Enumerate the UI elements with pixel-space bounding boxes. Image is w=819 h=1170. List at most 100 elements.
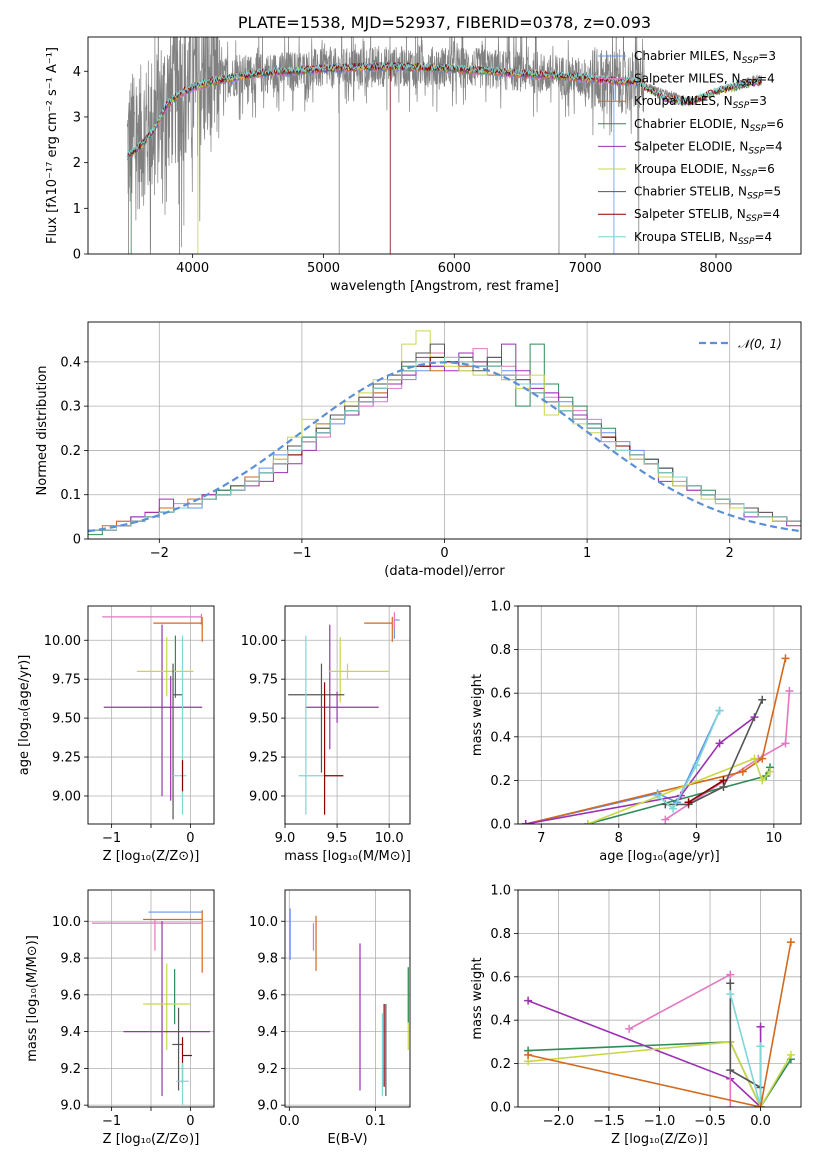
x-axis-label: wavelength [Angstrom, rest frame] <box>330 279 559 294</box>
x-tick-label: −2.0 <box>543 1114 575 1129</box>
x-tick-label: 5000 <box>307 261 340 276</box>
errorbar-point <box>328 663 390 680</box>
axes-frame <box>517 605 802 825</box>
x-axis-label: mass [log₁₀(M/M⊙)] <box>284 849 411 864</box>
y-tick-label: 9.75 <box>52 673 81 688</box>
plus-marker <box>719 776 728 785</box>
x-tick-label: 2 <box>726 546 734 561</box>
panel-spectrum: 4000 5000 6000 7000 8000 0 1 2 3 4 wavelength [Ang… <box>45 13 802 294</box>
y-tick-label: 4 <box>73 65 81 80</box>
spectrum-plot <box>126 37 762 254</box>
plus-marker <box>785 687 794 696</box>
plus-marker <box>781 739 790 748</box>
x-tick-label: 6000 <box>438 261 471 276</box>
errorbar-point <box>143 963 191 1050</box>
x-tick-label: 9 <box>692 831 700 846</box>
legend-label: Salpeter MILES, NSSP=4 <box>634 72 775 89</box>
plus-marker <box>765 767 774 776</box>
errorbar-point <box>288 663 345 773</box>
x-tick-label: 0 <box>440 546 448 561</box>
y-tick-label: 9.50 <box>52 712 81 727</box>
legend: Chabrier MILES, NSSP=3 Salpeter MILES, NS… <box>598 49 784 247</box>
plus-marker <box>786 1050 795 1059</box>
errorbar-point <box>364 616 393 642</box>
y-tick-label: 10.0 <box>249 915 278 930</box>
errorbars <box>288 612 400 815</box>
axes-frame <box>87 605 215 825</box>
x-axis-label: Z [log₁₀(Z/Z⊙)] <box>611 1132 708 1147</box>
panel-weight-vs-Z: −2.0 −1.5 −1.0 −0.5 0.0 0.0 0.2 0.4 0.6 0.8 1.0 Z [… <box>470 884 802 1147</box>
y-tick-label: 3 <box>73 110 81 125</box>
plus-marker <box>692 761 701 770</box>
y-tick-label: 0.2 <box>60 444 81 459</box>
axes-frame <box>284 889 411 1108</box>
weight-lines <box>521 654 794 824</box>
weight-series-6 <box>527 941 792 1107</box>
weight-series-5 <box>587 757 771 824</box>
y-tick-label: 0.3 <box>60 400 81 415</box>
weight-series-3 <box>628 973 732 1107</box>
errorbar-point <box>298 635 327 815</box>
y-tick-label: 9.2 <box>60 1062 81 1077</box>
y-tick-label: 9.25 <box>249 751 278 766</box>
errorbars <box>102 613 203 820</box>
plus-marker <box>715 706 724 715</box>
y-axis-label: mass weight <box>470 674 485 756</box>
weight-series-8 <box>657 710 721 810</box>
y-tick-label: 0.6 <box>490 970 511 985</box>
y-tick-label: 9.50 <box>249 712 278 727</box>
x-tick-label: 9.5 <box>327 831 348 846</box>
x-tick-label: 0 <box>186 831 194 846</box>
axes-frame <box>517 889 802 1108</box>
y-tick-label: 1 <box>73 202 81 217</box>
weight-series-4 <box>525 716 755 824</box>
axes-frame <box>87 889 215 1108</box>
y-tick-label: 0.2 <box>490 774 511 789</box>
errorbar-point <box>172 1007 184 1091</box>
model-spectrum-8 <box>126 61 762 158</box>
y-tick-label: 9.00 <box>52 789 81 804</box>
errorbar-point <box>91 919 203 951</box>
y-tick-label: 0.1 <box>60 488 81 503</box>
plus-marker <box>661 815 670 824</box>
y-tick-label: 0.0 <box>490 818 511 833</box>
y-axis-label: mass weight <box>470 957 485 1039</box>
x-tick-label: 0.1 <box>365 1114 386 1129</box>
x-tick-label: 8 <box>615 831 623 846</box>
errorbar-point <box>176 1062 189 1106</box>
y-tick-label: 0.6 <box>490 687 511 702</box>
panel-mass-vs-Z: −1 0 9.0 9.2 9.4 9.6 9.8 10.0 Z [log₁₀(Z/Z⊙)] mas… <box>25 889 215 1147</box>
panel-residuals: −2 −1 0 1 2 0 0.1 0.2 0.3 0.4 (data-model)/error No… <box>35 321 802 579</box>
y-axis-label: mass [log₁₀(M/M⊙)] <box>25 935 40 1062</box>
x-tick-label: 0.0 <box>750 1114 771 1129</box>
x-axis-label: Z [log₁₀(Z/Z⊙)] <box>103 1132 200 1147</box>
plus-marker <box>726 990 735 999</box>
y-tick-label: 10.00 <box>241 634 278 649</box>
plus-marker <box>758 776 767 785</box>
y-tick-label: 1.0 <box>490 600 511 615</box>
chart-title: PLATE=1538, MJD=52937, FIBERID=0378, z=0… <box>238 13 651 32</box>
panel-age-vs-Z: −1 0 9.00 9.25 9.50 9.75 10.00 Z [log₁₀(Z/Z⊙)] a… <box>17 605 215 864</box>
y-tick-label: 0 <box>73 248 81 263</box>
y-tick-label: 9.75 <box>249 673 278 688</box>
x-axis-label: (data-model)/error <box>384 564 505 579</box>
legend: 𝒩(0, 1) <box>699 337 782 351</box>
panel-weight-vs-age: 7 8 9 10 0.0 0.2 0.4 0.6 0.8 1.0 age [log₁₀(age/yr… <box>470 600 802 864</box>
weight-series-2 <box>525 658 787 824</box>
errorbar-point <box>136 637 194 697</box>
legend-label: 𝒩(0, 1) <box>738 337 782 351</box>
plus-marker <box>521 820 530 824</box>
legend-label: Chabrier STELIB, NSSP=5 <box>634 185 781 202</box>
y-tick-label: 9.6 <box>60 988 81 1003</box>
y-tick-label: 0 <box>73 533 81 548</box>
plus-marker <box>653 791 662 800</box>
x-tick-label: 0 <box>186 1114 194 1129</box>
errorbar-point <box>172 663 183 820</box>
x-tick-label: −2 <box>150 546 169 561</box>
x-tick-label: 1 <box>583 546 591 561</box>
y-axis-label: Normed distribution <box>35 366 50 496</box>
x-tick-label: −1.5 <box>593 1114 625 1129</box>
plus-marker <box>756 1022 765 1031</box>
weight-series-5 <box>729 993 762 1107</box>
weight-series-7 <box>688 779 724 803</box>
